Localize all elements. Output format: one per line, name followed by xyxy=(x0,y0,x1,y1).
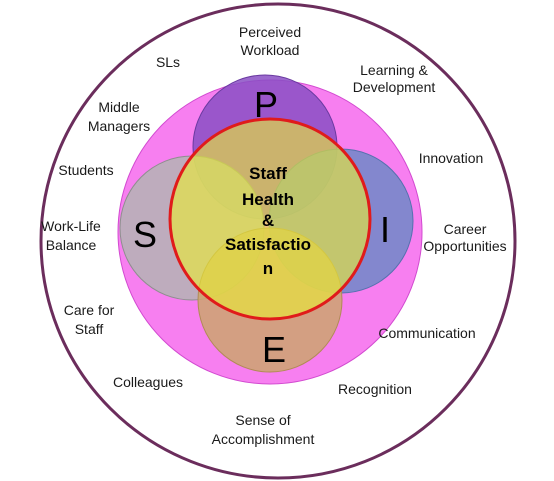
label-middle-managers-2: Managers xyxy=(88,118,150,134)
letter-s: S xyxy=(133,214,157,255)
label-sense-of-accomplishment-1: Sense of xyxy=(235,412,290,428)
label-learning-development-1: Learning & xyxy=(360,62,428,78)
label-perceived-workload-1: Perceived xyxy=(239,24,301,40)
label-communication: Communication xyxy=(378,325,475,341)
label-recognition: Recognition xyxy=(338,381,412,397)
center-line-2: Health xyxy=(242,190,294,209)
label-career-opportunities-1: Career xyxy=(444,221,487,237)
label-care-for-staff-1: Care for xyxy=(64,302,115,318)
label-care-for-staff-2: Staff xyxy=(75,321,104,337)
label-learning-development-2: Development xyxy=(353,79,436,95)
center-line-3: & xyxy=(262,211,274,230)
label-perceived-workload-2: Workload xyxy=(241,42,300,58)
label-sls: SLs xyxy=(156,54,180,70)
label-middle-managers-1: Middle xyxy=(98,99,139,115)
label-colleagues: Colleagues xyxy=(113,374,183,390)
label-sense-of-accomplishment-2: Accomplishment xyxy=(212,431,315,447)
label-innovation: Innovation xyxy=(419,150,484,166)
letter-p: P xyxy=(254,84,278,125)
center-line-5: n xyxy=(263,259,273,278)
center-line-4: Satisfactio xyxy=(225,235,311,254)
letter-e: E xyxy=(262,329,286,370)
center-circle xyxy=(168,117,372,321)
label-work-life-balance-1: Work-Life xyxy=(41,218,101,234)
letter-i: I xyxy=(380,209,390,250)
label-students: Students xyxy=(58,162,113,178)
center-line-1: Staff xyxy=(249,164,287,183)
label-career-opportunities-2: Opportunities xyxy=(423,238,506,254)
label-work-life-balance-2: Balance xyxy=(46,237,97,253)
